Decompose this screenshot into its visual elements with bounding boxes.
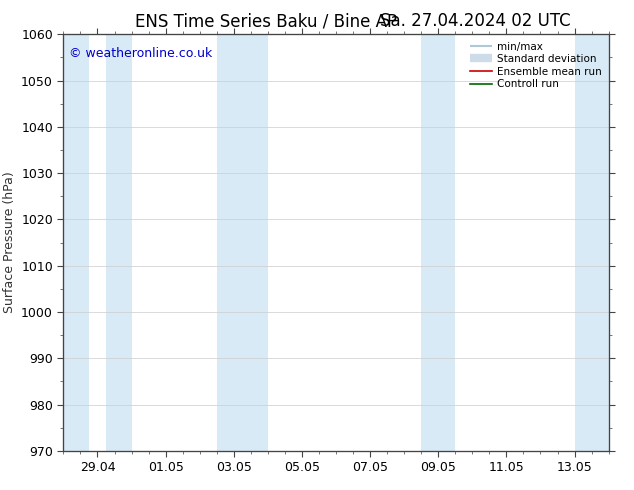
Bar [63,34,89,451]
Y-axis label: Surface Pressure (hPa): Surface Pressure (hPa) [3,172,16,314]
Text: © weatheronline.co.uk: © weatheronline.co.uk [69,47,212,60]
Bar [106,34,132,451]
Legend: min/max, Standard deviation, Ensemble mean run, Controll run: min/max, Standard deviation, Ensemble me… [467,40,604,92]
Text: Sa. 27.04.2024 02 UTC: Sa. 27.04.2024 02 UTC [380,12,571,30]
Bar [574,34,609,451]
Bar [421,34,455,451]
Text: ENS Time Series Baku / Bine AP: ENS Time Series Baku / Bine AP [135,12,398,30]
Bar [217,34,268,451]
